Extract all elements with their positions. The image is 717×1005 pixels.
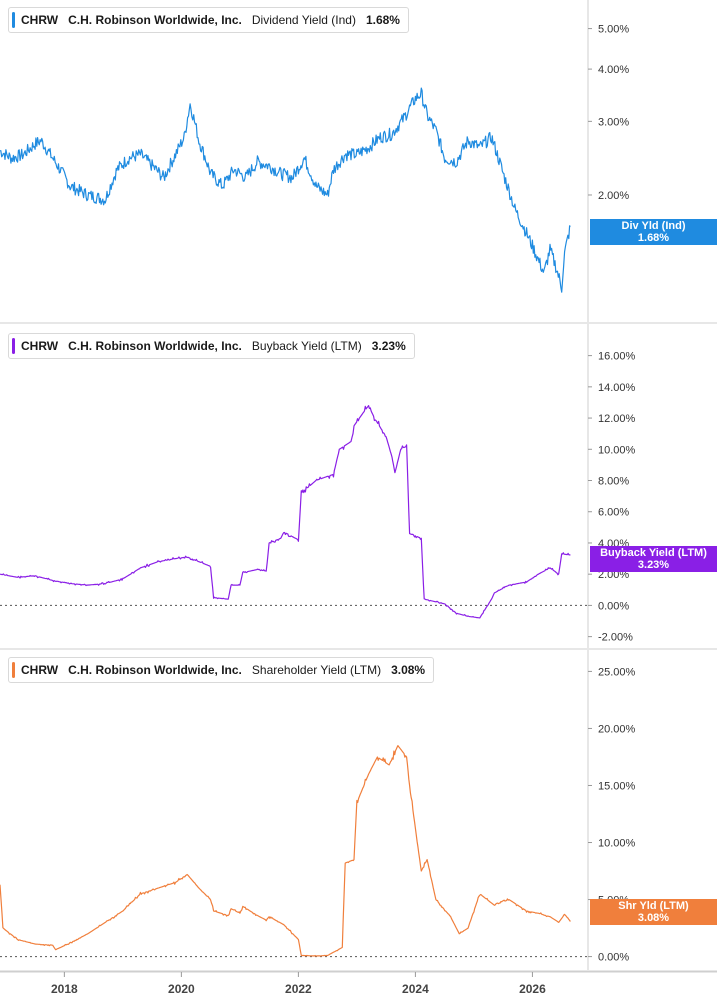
series-swatch	[12, 338, 15, 354]
legend-metric: Dividend Yield (Ind)	[251, 13, 356, 27]
legend-company: C.H. Robinson Worldwide, Inc.	[68, 663, 242, 677]
legend-metric: Shareholder Yield (LTM)	[251, 663, 382, 677]
legend-buyback-yield[interactable]: CHRW C.H. Robinson Worldwide, Inc. Buyba…	[8, 333, 415, 359]
last-value-tag-shareholder: Shr Yld (LTM) 3.08%	[590, 899, 717, 925]
y-tick-label: 3.00%	[598, 116, 629, 128]
last-value-tag-buyback: Buyback Yield (LTM) 3.23%	[590, 546, 717, 572]
y-tick-label: 0.00%	[598, 952, 629, 964]
legend-shareholder-yield[interactable]: CHRW C.H. Robinson Worldwide, Inc. Share…	[8, 657, 435, 683]
x-tick-label: 2026	[519, 982, 546, 996]
y-tick-label: 25.00%	[598, 666, 636, 678]
y-tick-label: 2.00%	[598, 190, 629, 202]
y-tick-label: 16.00%	[598, 351, 636, 363]
legend-latest-value: 1.68%	[365, 13, 400, 27]
legend-latest-value: 3.23%	[371, 339, 406, 353]
x-tick-label: 2018	[51, 982, 78, 996]
y-tick-label: 12.00%	[598, 413, 636, 425]
y-tick-label: 8.00%	[598, 476, 629, 488]
y-tick-label: 10.00%	[598, 838, 636, 850]
series-line-3	[0, 745, 571, 957]
legend-latest-value: 3.08%	[391, 663, 426, 677]
legend-ticker: CHRW	[21, 339, 59, 353]
chart-panel-3: 25.00%20.00%15.00%10.00%5.00%0.00%	[0, 650, 717, 972]
y-tick-label: 6.00%	[598, 507, 629, 519]
y-tick-label: 15.00%	[598, 780, 636, 792]
series-swatch	[12, 12, 15, 28]
legend-company: C.H. Robinson Worldwide, Inc.	[68, 339, 242, 353]
x-tick-label: 2020	[168, 982, 195, 996]
y-tick-label: 2.00%	[598, 569, 629, 581]
y-tick-label: 10.00%	[598, 444, 636, 456]
last-value-tag-dividend: Div Yld (Ind) 1.68%	[590, 219, 717, 245]
tag-value: 3.23%	[637, 559, 670, 571]
series-swatch	[12, 662, 15, 678]
x-tick-label: 2024	[402, 982, 429, 996]
legend-company: C.H. Robinson Worldwide, Inc.	[68, 13, 242, 27]
y-tick-label: 4.00%	[598, 64, 629, 76]
y-tick-label: 5.00%	[598, 24, 629, 36]
legend-ticker: CHRW	[21, 663, 59, 677]
tag-value: 1.68%	[637, 232, 670, 244]
y-tick-label: 0.00%	[598, 600, 629, 612]
y-tick-label: 14.00%	[598, 382, 636, 394]
y-tick-label: -2.00%	[598, 632, 633, 644]
tag-label: Buyback Yield (LTM)	[600, 547, 707, 559]
tag-label: Shr Yld (LTM)	[618, 900, 689, 912]
legend-dividend-yield[interactable]: CHRW C.H. Robinson Worldwide, Inc. Divid…	[8, 7, 409, 33]
chart-panel-2: 16.00%14.00%12.00%10.00%8.00%6.00%4.00%2…	[0, 324, 717, 650]
x-tick-label: 2022	[285, 982, 312, 996]
tag-label: Div Yld (Ind)	[621, 220, 686, 232]
series-line-2	[0, 405, 571, 619]
legend-ticker: CHRW	[21, 13, 59, 27]
legend-metric: Buyback Yield (LTM)	[251, 339, 362, 353]
chart-panel-1: 5.00% 4.00% 3.00% 2.00%	[0, 0, 717, 324]
tag-value: 3.08%	[637, 912, 670, 924]
y-tick-label: 20.00%	[598, 723, 636, 735]
series-line-1	[0, 87, 571, 293]
